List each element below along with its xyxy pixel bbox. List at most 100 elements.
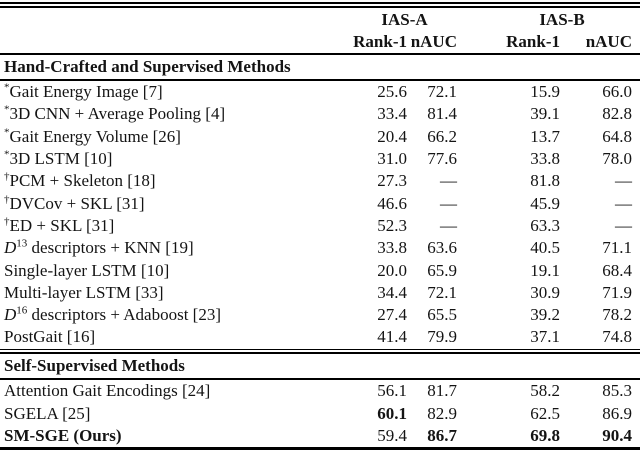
column-header-nauc-b: nAUC	[585, 32, 632, 52]
value-cell: 81.4	[427, 104, 457, 124]
value-cell: 27.4	[377, 305, 407, 325]
method-name-cell: *3D CNN + Average Pooling [4]	[4, 103, 226, 124]
value-cell: —	[615, 193, 632, 213]
section-self-supervised: Self-Supervised Methods Attention Gait E…	[0, 354, 640, 448]
value-cell: 79.9	[427, 327, 457, 347]
value-cell: —	[615, 171, 632, 191]
value-cell: 25.6	[377, 82, 407, 102]
column-header-row: Rank-1 nAUC Rank-1 nAUC	[0, 32, 640, 54]
section-rows: *Gait Energy Image [7] 25.6 72.1 15.9 66.0 *3…	[0, 81, 640, 349]
value-cell: 63.3	[530, 215, 560, 235]
value-cell: 20.4	[377, 126, 407, 146]
value-cell: 13.7	[530, 126, 560, 146]
table-row: *3D LSTM [10] 31.0 77.6 33.8 78.0	[0, 148, 640, 170]
value-cell: 77.6	[427, 149, 457, 169]
value-cell: 66.0	[602, 82, 632, 102]
table-row: †DVCov + SKL [31] 46.6 — 45.9 —	[0, 192, 640, 214]
section-divider-rule	[0, 348, 640, 354]
value-cell: 33.8	[530, 149, 560, 169]
value-cell: 90.4	[602, 426, 632, 446]
value-cell: 30.9	[530, 282, 560, 302]
section-title: Hand-Crafted and Supervised Methods	[4, 56, 291, 76]
table-row: †ED + SKL [31] 52.3 — 63.3 —	[0, 215, 640, 237]
value-cell: 60.1	[377, 403, 407, 423]
column-header-rank1-a: Rank-1	[353, 32, 407, 52]
method-name-cell: †ED + SKL [31]	[4, 215, 115, 235]
value-cell: 85.3	[602, 381, 632, 401]
value-cell: 31.0	[377, 149, 407, 169]
value-cell: 39.2	[530, 305, 560, 325]
method-name-cell: SGELA [25]	[4, 403, 91, 423]
method-name-cell: *3D LSTM [10]	[4, 148, 113, 169]
table-row: D13 descriptors + KNN [19] 33.8 63.6 40.5 71…	[0, 237, 640, 259]
method-name-cell: Single-layer LSTM [10]	[4, 260, 170, 280]
value-cell: 78.2	[602, 305, 632, 325]
value-cell: 66.2	[427, 126, 457, 146]
column-header-rank1-b: Rank-1	[506, 32, 560, 52]
value-cell: 74.8	[602, 327, 632, 347]
method-name-cell: †PCM + Skeleton [18]	[4, 170, 156, 191]
value-cell: 39.1	[530, 104, 560, 124]
method-name-cell: D13 descriptors + KNN [19]	[4, 237, 194, 258]
section-title-rule	[0, 378, 640, 381]
table-row: Attention Gait Encodings [24] 56.1 81.7 58.…	[0, 380, 640, 402]
group-header-ias-b: IAS-B	[539, 9, 585, 29]
value-cell: 69.8	[530, 426, 560, 446]
value-cell: 62.5	[530, 403, 560, 423]
method-name-cell: †DVCov + SKL [31]	[4, 192, 145, 213]
value-cell: —	[615, 215, 632, 235]
value-cell: —	[440, 171, 457, 191]
value-cell: 82.9	[427, 403, 457, 423]
value-cell: 34.4	[377, 282, 407, 302]
value-cell: 33.8	[377, 238, 407, 258]
table-row: †PCM + Skeleton [18] 27.3 — 81.8 —	[0, 170, 640, 192]
table-row: *3D CNN + Average Pooling [4] 33.4 81.4 39.…	[0, 103, 640, 125]
value-cell: 72.1	[427, 282, 457, 302]
section-rows: Attention Gait Encodings [24] 56.1 81.7 58.…	[0, 380, 640, 447]
value-cell: 56.1	[377, 381, 407, 401]
value-cell: 33.4	[377, 104, 407, 124]
section-title-rule	[0, 79, 640, 81]
value-cell: 81.7	[427, 381, 457, 401]
value-cell: 86.7	[427, 426, 457, 446]
section-title: Self-Supervised Methods	[4, 355, 185, 375]
group-header-ias-a: IAS-A	[381, 9, 428, 29]
table-row: SGELA [25] 60.1 82.9 62.5 86.9	[0, 402, 640, 424]
table-row: Single-layer LSTM [10] 20.0 65.9 19.1 68.4	[0, 259, 640, 281]
value-cell: 71.1	[602, 238, 632, 258]
column-header-nauc-a: nAUC	[410, 32, 457, 52]
method-name-cell: *Gait Energy Volume [26]	[4, 126, 181, 146]
value-cell: —	[440, 215, 457, 235]
method-name-cell: SM-SGE (Ours)	[4, 426, 122, 446]
table-row: *Gait Energy Volume [26] 20.4 66.2 13.7 64.8	[0, 126, 640, 148]
value-cell: 40.5	[530, 238, 560, 258]
value-cell: 65.5	[427, 305, 457, 325]
value-cell: 46.6	[377, 193, 407, 213]
method-name-cell: PostGait [16]	[4, 327, 96, 347]
header-rule	[0, 53, 640, 55]
method-name-cell: Multi-layer LSTM [33]	[4, 282, 164, 302]
table-row: D16 descriptors + Adaboost [23] 27.4 65.5 3…	[0, 304, 640, 326]
value-cell: 59.4	[377, 426, 407, 446]
method-name-cell: Attention Gait Encodings [24]	[4, 381, 211, 401]
value-cell: 15.9	[530, 82, 560, 102]
table-bottom-rule	[0, 447, 640, 450]
value-cell: —	[440, 193, 457, 213]
value-cell: 86.9	[602, 403, 632, 423]
value-cell: 71.9	[602, 282, 632, 302]
value-cell: 45.9	[530, 193, 560, 213]
value-cell: 68.4	[602, 260, 632, 280]
value-cell: 63.6	[427, 238, 457, 258]
table-row: Multi-layer LSTM [33] 34.4 72.1 30.9 71.9	[0, 282, 640, 304]
table-row: PostGait [16] 41.4 79.9 37.1 74.8	[0, 326, 640, 348]
value-cell: 41.4	[377, 327, 407, 347]
table-row: *Gait Energy Image [7] 25.6 72.1 15.9 66.0	[0, 81, 640, 103]
value-cell: 27.3	[377, 171, 407, 191]
value-cell: 65.9	[427, 260, 457, 280]
value-cell: 72.1	[427, 82, 457, 102]
method-name-cell: D16 descriptors + Adaboost [23]	[4, 304, 222, 325]
value-cell: 20.0	[377, 260, 407, 280]
value-cell: 37.1	[530, 327, 560, 347]
